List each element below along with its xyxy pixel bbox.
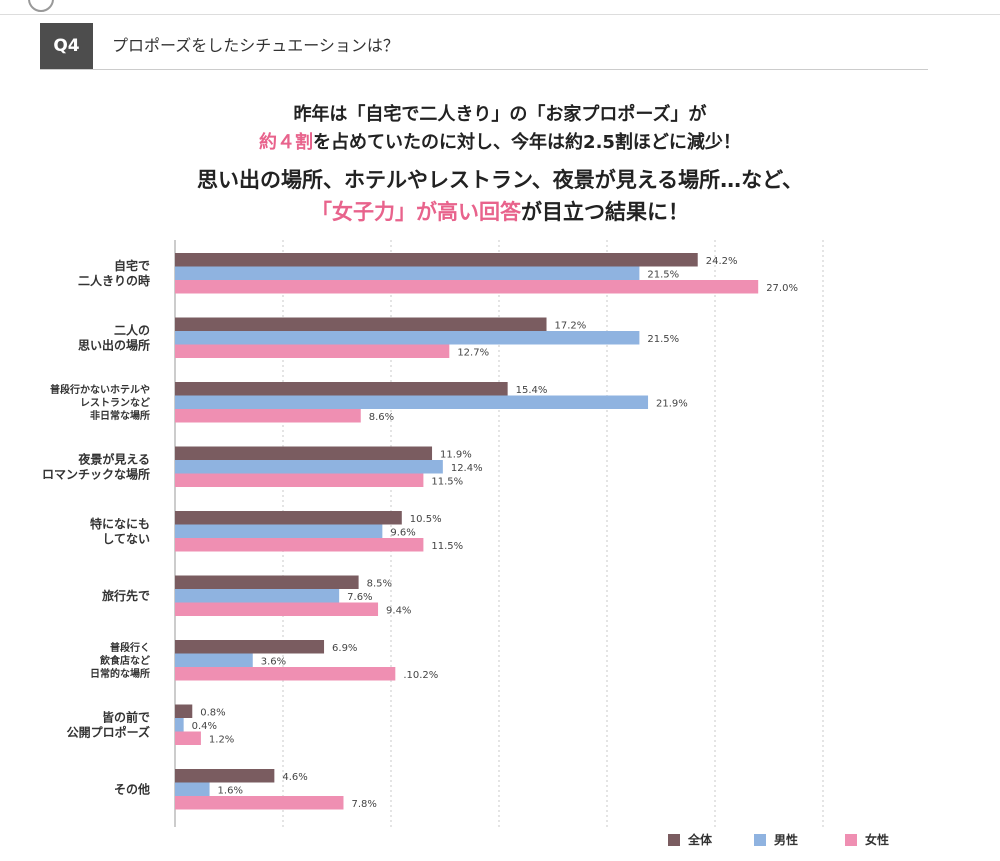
headline-line-2: 約４割を占めていたのに対し、今年は約2.5割ほどに減少！ bbox=[0, 128, 1000, 154]
bar-overall bbox=[175, 511, 402, 525]
bar-male bbox=[175, 331, 640, 345]
data-label-male: 21.5% bbox=[647, 334, 679, 345]
legend-item-overall: 全体 bbox=[668, 831, 712, 848]
data-label-overall: 10.5% bbox=[410, 514, 442, 525]
data-label-female: 9.4% bbox=[386, 605, 411, 616]
bar-overall bbox=[175, 253, 698, 267]
legend-label-male: 男性 bbox=[774, 833, 799, 847]
headline-highlight-2: 「女子力」が高い回答 bbox=[311, 200, 521, 224]
question-header: Q4 プロポーズをしたシチュエーションは？ bbox=[40, 23, 928, 70]
bar-female bbox=[175, 731, 201, 745]
bar-female bbox=[175, 602, 379, 616]
bar-overall bbox=[175, 382, 508, 396]
legend-label-female: 女性 bbox=[865, 833, 890, 847]
category-label: 旅行先で bbox=[102, 588, 150, 603]
data-label-male: 9.6% bbox=[390, 527, 415, 538]
data-label-overall: 11.9% bbox=[440, 449, 472, 460]
legend-item-male: 男性 bbox=[754, 831, 798, 848]
data-label-male: 21.9% bbox=[656, 398, 688, 409]
headline-line-4-rest: が目立つ結果に！ bbox=[521, 200, 689, 224]
legend-item-female: 女性 bbox=[845, 831, 889, 848]
category-label: 自宅で二人きりの時 bbox=[78, 258, 150, 288]
data-label-female: 7.8% bbox=[351, 799, 376, 810]
bar-male bbox=[175, 589, 340, 603]
bar-female bbox=[175, 409, 361, 423]
bar-overall bbox=[175, 575, 359, 589]
top-divider bbox=[0, 14, 1000, 15]
bar-overall bbox=[175, 446, 433, 460]
data-label-overall: 0.8% bbox=[200, 707, 225, 718]
category-label: その他 bbox=[114, 781, 150, 796]
bar-female bbox=[175, 796, 344, 810]
data-label-male: 7.6% bbox=[347, 592, 372, 603]
bar-chart: 自宅で二人きりの時 24.2% 21.5% 27.0% 二人の思い出の場所 17.2% 21… bbox=[42, 240, 824, 827]
headline-line-1: 昨年は「自宅で二人きり」の「お家プロポーズ」が bbox=[293, 104, 707, 125]
data-label-female: 1.2% bbox=[209, 734, 234, 745]
bar-male bbox=[175, 718, 184, 732]
bar-male bbox=[175, 653, 253, 667]
data-label-male: 1.6% bbox=[218, 785, 243, 796]
bar-male bbox=[175, 395, 649, 409]
question-badge: Q4 bbox=[40, 23, 93, 69]
data-label-male: 12.4% bbox=[451, 463, 483, 474]
category-label: 特になにもしてない bbox=[90, 516, 150, 546]
bar-male bbox=[175, 782, 210, 796]
question-text: プロポーズをしたシチュエーションは？ bbox=[112, 36, 399, 55]
headline-line-2-rest: を占めていたのに対し、今年は約2.5割ほどに減少！ bbox=[313, 132, 741, 153]
legend-label-overall: 全体 bbox=[688, 833, 713, 847]
data-label-female: 11.5% bbox=[431, 541, 463, 552]
data-label-male: 0.4% bbox=[192, 721, 217, 732]
category-label: 普段行かないホテルやレストランなど非日常な場所 bbox=[50, 383, 150, 422]
category-label: 夜景が見えるロマンチックな場所 bbox=[42, 451, 150, 481]
data-label-overall: 24.2% bbox=[706, 256, 738, 267]
category-label: 普段行く飲食店など日常的な場所 bbox=[90, 641, 150, 680]
bar-male bbox=[175, 266, 640, 280]
data-label-overall: 17.2% bbox=[555, 320, 587, 331]
headline-highlight-1: 約４割 bbox=[259, 132, 314, 153]
data-label-male: 3.6% bbox=[261, 656, 286, 667]
bar-female bbox=[175, 538, 424, 552]
headline-line-3: 思い出の場所、ホテルやレストラン、夜景が見える場所…など、 bbox=[196, 168, 804, 192]
category-label: 二人の思い出の場所 bbox=[78, 322, 150, 352]
bar-female bbox=[175, 667, 396, 681]
data-label-female: .10.2% bbox=[403, 670, 438, 681]
data-label-female: 27.0% bbox=[766, 283, 798, 294]
bar-male bbox=[175, 460, 443, 474]
legend-swatch-male bbox=[754, 833, 766, 846]
data-label-female: 12.7% bbox=[457, 347, 489, 358]
data-label-female: 11.5% bbox=[431, 476, 463, 487]
bar-overall bbox=[175, 317, 547, 331]
data-label-male: 21.5% bbox=[647, 269, 679, 280]
data-label-overall: 6.9% bbox=[332, 643, 357, 654]
legend-swatch-female bbox=[845, 833, 857, 846]
bar-male bbox=[175, 524, 383, 538]
data-label-overall: 8.5% bbox=[367, 578, 392, 589]
bar-female bbox=[175, 473, 424, 487]
headline-line-4: 「女子力」が高い回答が目立つ結果に！ bbox=[0, 196, 1000, 226]
legend-swatch-overall bbox=[668, 833, 680, 846]
bar-female bbox=[175, 280, 759, 294]
bar-female bbox=[175, 344, 450, 358]
data-label-overall: 15.4% bbox=[516, 385, 548, 396]
category-label: 皆の前で公開プロポーズ bbox=[67, 709, 150, 739]
bar-overall bbox=[175, 640, 325, 654]
data-label-overall: 4.6% bbox=[282, 772, 307, 783]
data-label-female: 8.6% bbox=[369, 412, 394, 423]
bar-overall bbox=[175, 769, 275, 783]
bar-overall bbox=[175, 704, 193, 718]
site-logo-icon bbox=[28, 0, 54, 12]
